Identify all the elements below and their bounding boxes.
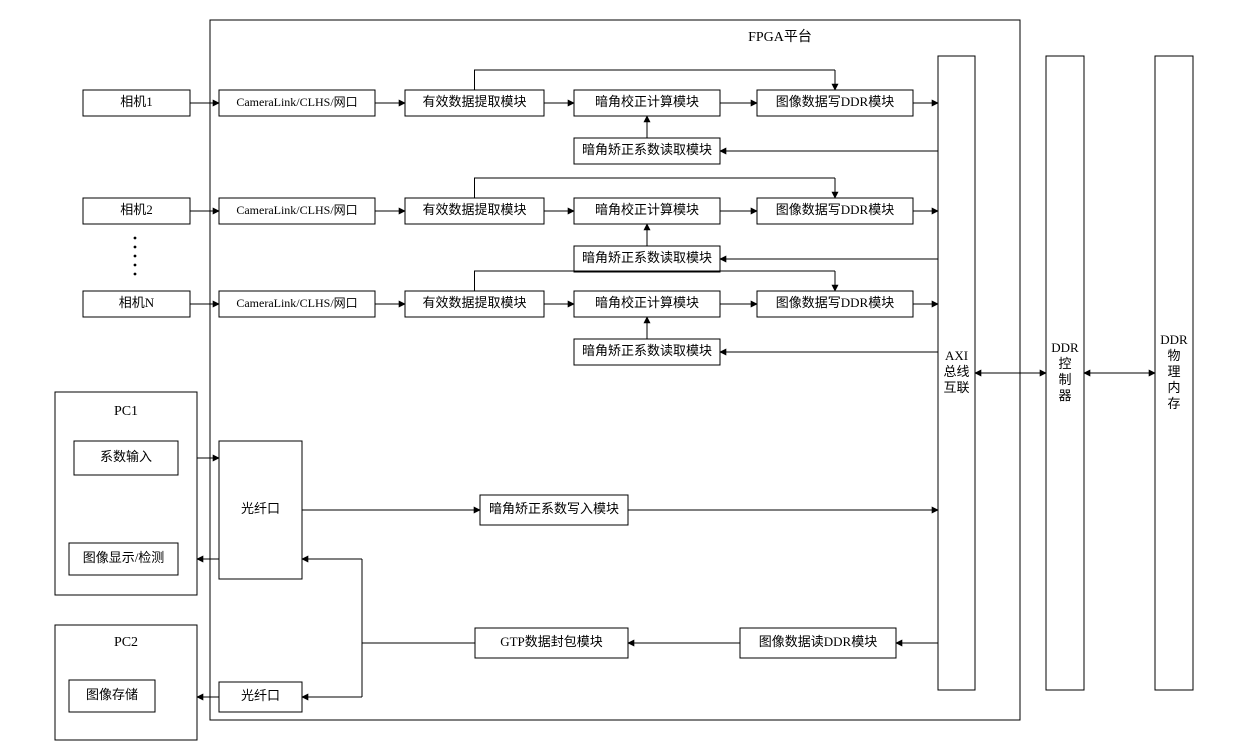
camera-label-2: 相机2 [120, 202, 153, 217]
wrddr-label-1: 图像数据写DDR模块 [776, 94, 894, 109]
calc-label-3: 暗角校正计算模块 [595, 295, 699, 310]
coefrd-label-2: 暗角矫正系数读取模块 [582, 250, 712, 265]
ellipsis-dot [134, 246, 137, 249]
ellipsis-dot [134, 264, 137, 267]
ddrphy-l3: 理 [1167, 364, 1180, 379]
rdddr-label: 图像数据读DDR模块 [759, 634, 877, 649]
ellipsis-dot [134, 273, 137, 276]
ddrphy-l4: 内 [1167, 380, 1180, 395]
img-disp-label: 图像显示/检测 [83, 550, 165, 565]
wrddr-label-2: 图像数据写DDR模块 [776, 202, 894, 217]
wrddr-label-3: 图像数据写DDR模块 [776, 295, 894, 310]
iface-label-3: CameraLink/CLHS/网口 [236, 296, 357, 310]
fpga-title: FPGA平台 [748, 29, 812, 45]
iface-label-1: CameraLink/CLHS/网口 [236, 95, 357, 109]
ellipsis-dot [134, 255, 137, 258]
axi-l1: AXI [945, 348, 968, 363]
ddrphy-l2: 物 [1167, 348, 1180, 363]
axi-l3: 互联 [943, 380, 969, 395]
pc1-title: PC1 [114, 404, 138, 419]
extract-label-3: 有效数据提取模块 [422, 295, 526, 310]
fiber2-label: 光纤口 [241, 688, 280, 703]
camera-label-3: 相机N [119, 295, 155, 310]
camera-label-1: 相机1 [120, 94, 153, 109]
extract-label-2: 有效数据提取模块 [422, 202, 526, 217]
fiber1-label: 光纤口 [241, 501, 280, 516]
ddrctl-l1: DDR [1051, 340, 1079, 355]
fpga-platform-box [210, 20, 1020, 720]
calc-label-2: 暗角校正计算模块 [595, 202, 699, 217]
extract-label-1: 有效数据提取模块 [422, 94, 526, 109]
ellipsis-dot [134, 237, 137, 240]
ddrctl-l3: 制 [1058, 372, 1071, 387]
img-store-label: 图像存储 [86, 687, 138, 702]
ddrctl-l4: 器 [1058, 388, 1071, 403]
pc2-title: PC2 [114, 635, 138, 650]
iface-label-2: CameraLink/CLHS/网口 [236, 203, 357, 217]
coef-input-label: 系数输入 [100, 449, 152, 464]
ddrctl-l2: 控 [1058, 356, 1071, 371]
ddrphy-l1: DDR [1160, 332, 1188, 347]
coefwr-label: 暗角矫正系数写入模块 [489, 501, 619, 516]
gtp-label: GTP数据封包模块 [500, 634, 603, 649]
ddrphy-l5: 存 [1167, 396, 1180, 411]
axi-l2: 总线 [943, 364, 969, 379]
coefrd-label-1: 暗角矫正系数读取模块 [582, 142, 712, 157]
coefrd-label-3: 暗角矫正系数读取模块 [582, 343, 712, 358]
calc-label-1: 暗角校正计算模块 [595, 94, 699, 109]
